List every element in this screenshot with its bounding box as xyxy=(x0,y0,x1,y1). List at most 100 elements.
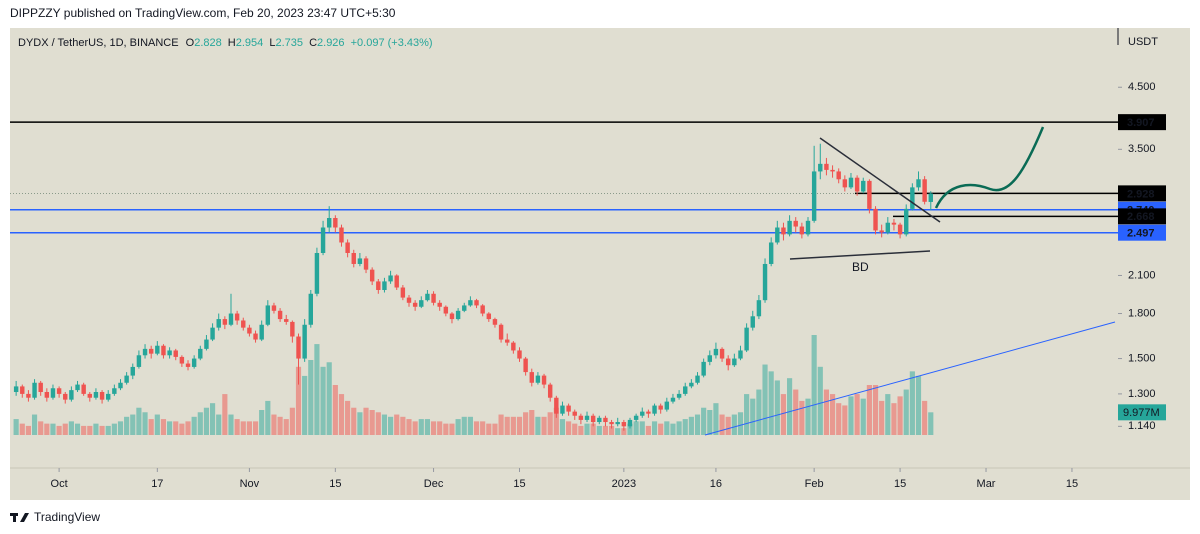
volume-bar xyxy=(44,423,50,435)
volume-bar xyxy=(922,400,928,435)
volume-bar xyxy=(664,421,670,435)
candle-body xyxy=(572,411,577,416)
candle-body xyxy=(20,386,25,394)
volume-bar xyxy=(915,375,922,435)
candle-body xyxy=(799,226,805,235)
logo: TradingView xyxy=(10,510,100,524)
volume-bar xyxy=(473,421,480,435)
volume-bar xyxy=(191,416,197,435)
volume-bar xyxy=(136,407,142,435)
candle-body xyxy=(768,242,774,264)
candle-body xyxy=(222,319,228,325)
candle-body xyxy=(443,306,449,314)
volume-bar xyxy=(455,419,461,435)
candle-body xyxy=(326,218,332,228)
volume-bar xyxy=(879,400,885,435)
candle-body xyxy=(750,316,755,328)
volume-bar xyxy=(424,419,430,435)
candle-body xyxy=(99,392,105,400)
volume-bar xyxy=(756,389,762,435)
candle-body xyxy=(842,179,848,188)
candle-body xyxy=(904,208,909,235)
volume-bar xyxy=(793,389,799,435)
volume-bar xyxy=(81,425,87,435)
volume-bar xyxy=(320,366,326,435)
candle-body xyxy=(265,305,271,325)
candle-body xyxy=(529,372,534,383)
candle-body xyxy=(320,227,326,253)
currency: USDT xyxy=(1128,36,1158,48)
candle-body xyxy=(615,422,620,425)
volume-bar xyxy=(639,421,645,435)
candle-body xyxy=(793,220,798,227)
volume-bar xyxy=(295,366,302,435)
volume-bar xyxy=(271,414,277,435)
candle-body xyxy=(241,320,246,328)
candle-body xyxy=(431,293,436,303)
candle-body xyxy=(216,319,221,328)
volume-bar xyxy=(670,423,676,435)
level-label: 2.928 xyxy=(1127,188,1155,200)
candle-body xyxy=(781,227,786,235)
volume-bar xyxy=(62,423,68,435)
footer: TradingView xyxy=(34,510,100,524)
candle-body xyxy=(805,220,811,235)
candle-body xyxy=(191,358,197,367)
volume-bar xyxy=(345,400,351,435)
candle-body xyxy=(56,388,62,394)
candle-body xyxy=(523,358,528,373)
candle-body xyxy=(369,269,375,282)
volume-bar xyxy=(590,423,596,435)
candle-body xyxy=(670,397,676,402)
candle-body xyxy=(787,220,792,235)
ohlc-value: 2.926 xyxy=(317,37,345,49)
volume-bar xyxy=(449,423,455,435)
candle-body xyxy=(621,422,627,427)
candle-body xyxy=(492,319,498,325)
volume-bar xyxy=(124,416,130,435)
volume-bar xyxy=(627,423,633,435)
volume-bar xyxy=(682,419,688,435)
volume-bar xyxy=(553,407,559,435)
candle-body xyxy=(296,336,301,359)
volume-bar xyxy=(74,423,81,435)
candle-body xyxy=(658,405,663,410)
volume-bar xyxy=(719,414,725,435)
volume-bar xyxy=(836,403,842,435)
volume-bar xyxy=(535,416,541,435)
candle-body xyxy=(412,302,418,307)
candle-body xyxy=(382,281,387,290)
volume-bar xyxy=(885,394,891,435)
candle-body xyxy=(455,310,461,320)
candle-body xyxy=(867,180,872,209)
volume-bar xyxy=(87,425,93,435)
volume-bar xyxy=(817,366,823,435)
volume-bar xyxy=(523,412,529,435)
volume-label: 9.977M xyxy=(1123,407,1160,419)
volume-bar xyxy=(105,425,111,435)
volume-bar xyxy=(351,407,357,435)
candle-body xyxy=(505,339,510,343)
volume-bar xyxy=(750,398,756,435)
volume-bar xyxy=(578,425,584,435)
volume-bar xyxy=(891,403,897,435)
candle-body xyxy=(535,375,541,383)
x-tick-label: 16 xyxy=(710,478,722,490)
volume-bar xyxy=(492,423,498,435)
volume-bar xyxy=(400,416,406,435)
x-tick-label: Oct xyxy=(51,478,68,490)
candle-body xyxy=(118,382,123,389)
candle-body xyxy=(547,384,553,398)
volume-bar xyxy=(25,425,31,435)
volume-bar xyxy=(216,414,222,435)
publisher-header: DIPPZZY published on TradingView.com, Fe… xyxy=(10,6,396,20)
volume-bar xyxy=(117,421,124,435)
candle-body xyxy=(400,287,406,298)
y-tick-label: 1.500 xyxy=(1128,352,1156,364)
candle-body xyxy=(333,218,338,228)
candle-body xyxy=(474,300,479,306)
volume-bar xyxy=(252,421,259,435)
candle-body xyxy=(308,293,313,325)
volume-bar xyxy=(160,419,167,435)
volume-bar xyxy=(394,414,400,435)
